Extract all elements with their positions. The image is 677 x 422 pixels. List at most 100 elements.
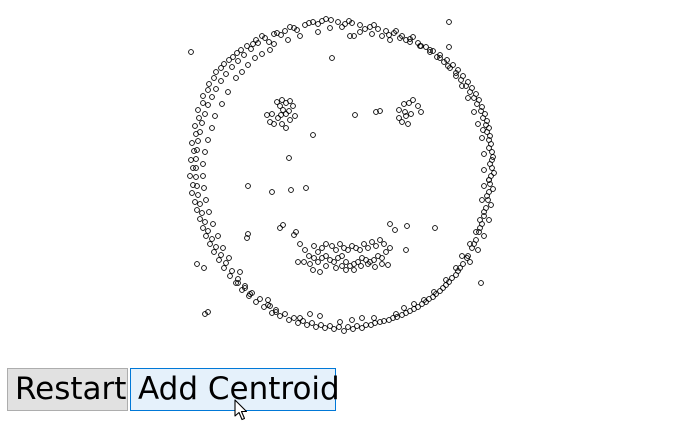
data-point-face-outline-165 (259, 33, 265, 39)
data-point-face-outline-288 (327, 25, 333, 31)
data-point-left-eye-7 (280, 107, 286, 113)
data-point-face-outline-293 (188, 49, 194, 55)
data-point-face-outline-214 (195, 107, 201, 113)
data-point-mouth-50 (333, 265, 339, 271)
data-point-face-outline-77 (242, 283, 248, 289)
data-point-mouth-18 (371, 257, 377, 263)
data-point-right-eye-11 (408, 111, 414, 117)
data-point-nose-and-stray-12 (387, 221, 393, 227)
data-point-face-outline-32 (484, 118, 490, 124)
data-point-face-outline-280 (417, 43, 423, 49)
data-point-face-outline-167 (287, 24, 293, 30)
data-point-face-outline-101 (218, 78, 224, 84)
data-point-left-eye-2 (279, 97, 285, 103)
data-point-face-outline-252 (337, 319, 343, 325)
data-point-face-outline-65 (345, 324, 351, 330)
data-point-face-outline-302 (480, 127, 486, 133)
data-point-face-outline-139 (350, 326, 356, 332)
data-point-face-outline-276 (453, 73, 459, 79)
data-point-face-outline-30 (479, 104, 485, 110)
data-point-face-outline-220 (238, 47, 244, 53)
data-point-face-outline-99 (209, 94, 215, 100)
data-point-mouth-6 (323, 253, 329, 259)
data-point-nose-and-stray-1 (286, 155, 292, 161)
data-point-nose-and-stray-17 (385, 262, 391, 268)
data-point-face-outline-267 (479, 197, 485, 203)
data-point-mouth-10 (339, 253, 345, 259)
data-point-face-outline-71 (291, 315, 297, 321)
data-point-face-outline-285 (369, 31, 375, 37)
data-point-face-outline-193 (411, 306, 417, 312)
data-point-face-outline-91 (193, 165, 199, 171)
data-point-face-outline-186 (486, 217, 492, 223)
data-point-face-outline-154 (191, 148, 197, 154)
data-point-mouth-42 (351, 267, 357, 273)
data-point-face-outline-137 (386, 317, 392, 323)
data-point-face-outline-68 (318, 322, 324, 328)
data-point-mouth-44 (323, 263, 329, 269)
data-point-face-outline-142 (295, 320, 301, 326)
data-point-face-outline-173 (410, 34, 416, 40)
data-point-face-outline-132 (457, 265, 463, 271)
data-point-face-outline-219 (230, 54, 236, 60)
data-point-mouth-35 (361, 241, 367, 247)
data-point-face-outline-11 (357, 22, 363, 28)
data-point-face-outline-188 (475, 247, 481, 253)
data-point-face-outline-110 (294, 27, 300, 33)
data-point-face-outline-185 (488, 202, 494, 208)
data-point-face-outline-232 (205, 137, 211, 143)
data-point-mouth-49 (295, 259, 301, 265)
data-point-mouth-43 (365, 261, 371, 267)
data-point-face-outline-206 (207, 241, 213, 247)
data-point-right-eye-10 (405, 121, 411, 127)
data-point-face-outline-240 (215, 233, 221, 239)
data-point-mouth-28 (333, 247, 339, 253)
data-point-face-outline-233 (202, 149, 208, 155)
data-point-face-outline-97 (202, 111, 208, 117)
data-point-face-outline-180 (483, 122, 489, 128)
data-point-face-outline-229 (219, 101, 225, 107)
data-point-face-outline-120 (467, 89, 473, 95)
data-point-face-outline-199 (304, 322, 310, 328)
data-point-face-outline-149 (203, 233, 209, 239)
data-point-face-outline-283 (387, 37, 393, 43)
data-point-face-outline-53 (443, 282, 449, 288)
data-point-nose-and-stray-2 (269, 189, 275, 195)
data-point-face-outline-226 (259, 51, 265, 57)
data-point-face-outline-221 (250, 41, 256, 47)
data-point-face-outline-163 (244, 43, 250, 49)
data-point-face-outline-182 (490, 154, 496, 160)
data-point-right-eye-6 (415, 103, 421, 109)
data-point-face-outline-211 (188, 157, 194, 163)
data-point-mouth-48 (379, 261, 385, 267)
data-point-left-eye-18 (286, 108, 292, 114)
data-point-face-outline-67 (327, 323, 333, 329)
data-point-face-outline-159 (211, 75, 217, 81)
data-point-face-outline-162 (234, 50, 240, 56)
data-point-face-outline-225 (252, 55, 258, 61)
data-point-face-outline-155 (193, 131, 199, 137)
data-point-face-outline-273 (471, 109, 477, 115)
data-point-face-outline-243 (237, 269, 243, 275)
data-point-face-outline-171 (371, 22, 377, 28)
data-point-face-outline-106 (248, 46, 254, 52)
data-point-face-outline-88 (195, 192, 201, 198)
data-point-right-eye-0 (373, 109, 379, 115)
data-point-face-outline-111 (315, 21, 321, 27)
data-point-face-outline-54 (437, 288, 443, 294)
data-point-face-outline-8 (335, 19, 341, 25)
data-point-face-outline-153 (190, 165, 196, 171)
data-point-face-outline-207 (200, 225, 206, 231)
data-point-face-outline-213 (192, 123, 198, 129)
data-point-face-outline-73 (273, 307, 279, 313)
data-point-face-outline-278 (437, 55, 443, 61)
restart-button[interactable]: Restart (7, 368, 128, 411)
data-point-face-outline-94 (195, 138, 201, 144)
data-point-face-outline-158 (205, 87, 211, 93)
data-point-mouth-20 (379, 255, 385, 261)
data-point-left-eye-1 (274, 99, 280, 105)
data-point-face-outline-130 (471, 241, 477, 247)
data-point-face-outline-300 (235, 280, 241, 286)
add-centroid-button[interactable]: Add Centroid (130, 368, 340, 411)
data-point-face-outline-237 (203, 197, 209, 203)
